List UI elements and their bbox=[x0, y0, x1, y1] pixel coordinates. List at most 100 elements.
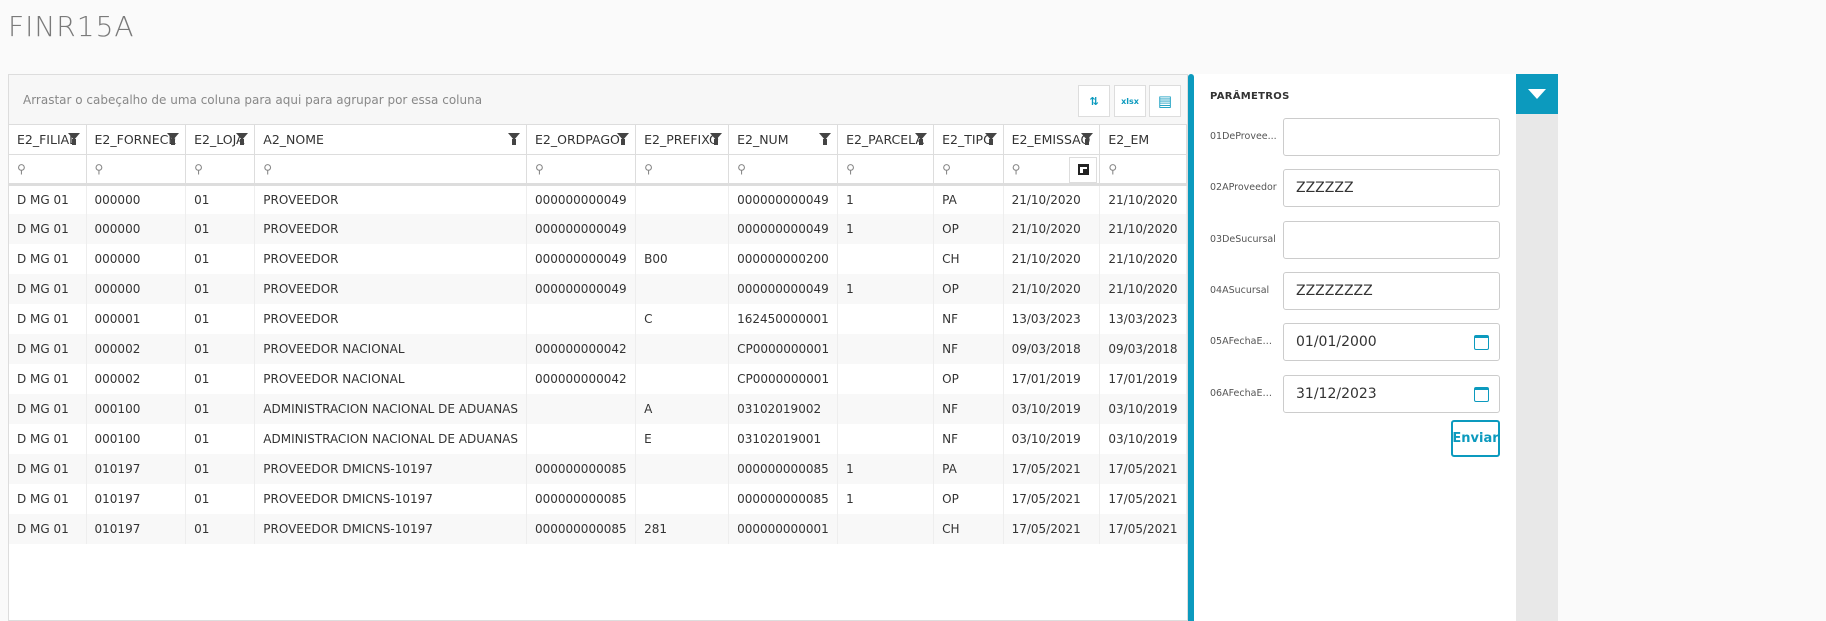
filter-icon[interactable] bbox=[617, 133, 630, 145]
table-cell bbox=[635, 454, 730, 484]
table-cell: 010197 bbox=[86, 484, 187, 514]
table-row[interactable]: D MG 01 010197 01 PROVEEDOR DMICNS-10197 000… bbox=[9, 514, 1187, 544]
column-header[interactable]: E2_LOJA bbox=[185, 125, 256, 155]
column-filter-input[interactable]: ⚲ bbox=[185, 154, 256, 186]
table-row[interactable]: D MG 01 010197 01 PROVEEDOR DMICNS-10197 000… bbox=[9, 454, 1187, 484]
table-cell: 09/03/2018 bbox=[1003, 334, 1101, 364]
column-filter-input[interactable]: ⚲ bbox=[635, 154, 730, 186]
column-header[interactable]: A2_NOME bbox=[254, 125, 527, 155]
calendar-icon[interactable] bbox=[1474, 386, 1489, 402]
table-row[interactable]: D MG 01 000002 01 PROVEEDOR NACIONAL 0000000… bbox=[9, 364, 1187, 394]
table-cell: B00 bbox=[635, 244, 730, 274]
column-header[interactable]: E2_PARCELA bbox=[837, 125, 935, 155]
export-xlsx-button[interactable]: xlsx bbox=[1114, 85, 1146, 117]
column-filter-input[interactable]: ⚲ bbox=[837, 154, 935, 186]
column-header[interactable]: E2_PREFIXO bbox=[635, 125, 730, 155]
column-filter-input[interactable]: ⚲ bbox=[1003, 154, 1101, 186]
table-cell: 000001 bbox=[86, 304, 187, 334]
table-cell: 01 bbox=[185, 364, 256, 394]
column-header[interactable]: E2_FORNECE bbox=[86, 125, 187, 155]
group-panel[interactable]: Arrastar o cabeçalho de uma coluna para … bbox=[9, 75, 1187, 125]
parameter-input[interactable] bbox=[1283, 118, 1500, 156]
parameter-label: 03DeSucursal bbox=[1210, 233, 1276, 245]
column-header[interactable]: E2_EMISSAO bbox=[1003, 125, 1101, 155]
table-cell: 281 bbox=[635, 514, 730, 544]
filter-icon[interactable] bbox=[236, 133, 249, 145]
column-header[interactable]: E2_EM bbox=[1099, 125, 1187, 155]
table-cell bbox=[837, 364, 935, 394]
table-cell: 01 bbox=[185, 394, 256, 424]
table-cell bbox=[635, 334, 730, 364]
table-cell: D MG 01 bbox=[9, 184, 87, 214]
column-header[interactable]: E2_NUM bbox=[728, 125, 839, 155]
table-cell: OP bbox=[933, 364, 1004, 394]
date-picker-button[interactable] bbox=[1069, 156, 1098, 183]
table-row[interactable]: D MG 01 000100 01 ADMINISTRACION NACIONAL D… bbox=[9, 424, 1187, 454]
column-header[interactable]: E2_FILIAL bbox=[9, 125, 87, 155]
column-header[interactable]: E2_TIPO bbox=[933, 125, 1004, 155]
table-cell: 000000 bbox=[86, 184, 187, 214]
parameter-field: 02AProveedor ZZZZZZ bbox=[1210, 169, 1500, 208]
table-row[interactable]: D MG 01 000000 01 PROVEEDOR 000000000049 B00 0… bbox=[9, 244, 1187, 274]
table-cell: 000000000049 bbox=[728, 214, 839, 244]
table-cell: 000100 bbox=[86, 424, 187, 454]
parameter-input[interactable]: ZZZZZZZZ bbox=[1283, 271, 1500, 310]
column-chooser-button[interactable]: ▤ bbox=[1149, 85, 1181, 117]
table-cell bbox=[635, 364, 730, 394]
table-cell: 03102019002 bbox=[728, 394, 839, 424]
collapse-rows-button[interactable]: ⇅ bbox=[1078, 85, 1110, 117]
table-cell: 000100 bbox=[86, 394, 187, 424]
filter-icon[interactable] bbox=[984, 133, 997, 145]
search-icon: ⚲ bbox=[942, 161, 951, 176]
search-icon: ⚲ bbox=[263, 161, 273, 176]
collapse-rows-icon: ⇅ bbox=[1089, 94, 1099, 108]
table-cell: 000000000049 bbox=[728, 184, 839, 214]
filter-icon[interactable] bbox=[167, 133, 180, 145]
table-cell bbox=[635, 214, 730, 244]
column-filter-input[interactable]: ⚲ bbox=[1099, 154, 1187, 186]
column-filter-input[interactable]: ⚲ bbox=[728, 154, 839, 186]
filter-icon[interactable] bbox=[915, 133, 928, 145]
table-cell: 000000000042 bbox=[526, 334, 637, 364]
table-cell bbox=[837, 394, 935, 424]
table-cell: OP bbox=[933, 214, 1004, 244]
table-cell: 21/10/2020 bbox=[1003, 184, 1101, 214]
table-cell: 000000000049 bbox=[526, 244, 637, 274]
export-xlsx-icon: xlsx bbox=[1121, 96, 1139, 106]
column-filter-input[interactable]: ⚲ bbox=[526, 154, 637, 186]
submit-button[interactable]: Enviar bbox=[1451, 420, 1500, 457]
calendar-icon[interactable] bbox=[1474, 335, 1489, 351]
filter-icon[interactable] bbox=[819, 133, 832, 145]
parameter-input[interactable]: 31/12/2023 bbox=[1283, 374, 1500, 413]
filter-icon[interactable] bbox=[508, 133, 520, 145]
filter-icon[interactable] bbox=[710, 133, 723, 145]
parameter-input[interactable] bbox=[1283, 220, 1500, 259]
parameter-input[interactable]: 01/01/2000 bbox=[1283, 323, 1500, 362]
table-cell bbox=[635, 184, 730, 214]
column-filter-input[interactable]: ⚲ bbox=[933, 154, 1004, 186]
table-cell: 01 bbox=[185, 334, 256, 364]
table-row[interactable]: D MG 01 000000 01 PROVEEDOR 000000000049 0000… bbox=[9, 184, 1187, 214]
column-filter-input[interactable]: ⚲ bbox=[86, 154, 187, 186]
table-row[interactable]: D MG 01 000002 01 PROVEEDOR NACIONAL 0000000… bbox=[9, 334, 1187, 364]
table-row[interactable]: D MG 01 000000 01 PROVEEDOR 000000000049 0000… bbox=[9, 214, 1187, 244]
column-header[interactable]: E2_ORDPAGO bbox=[526, 125, 637, 155]
parameter-field: 01DeProvee... bbox=[1210, 118, 1500, 156]
table-cell: 17/05/2021 bbox=[1003, 514, 1101, 544]
parameter-value: 31/12/2023 bbox=[1296, 385, 1377, 402]
table-row[interactable]: D MG 01 000100 01 ADMINISTRACION NACIONAL D… bbox=[9, 394, 1187, 424]
table-cell: OP bbox=[933, 484, 1004, 514]
table-row[interactable]: D MG 01 000001 01 PROVEEDOR C 162450000001 NF 1… bbox=[9, 304, 1187, 334]
filter-icon[interactable] bbox=[67, 133, 80, 145]
column-header-label: E2_PARCELA bbox=[846, 131, 924, 147]
scrollbar[interactable] bbox=[1188, 74, 1194, 621]
table-row[interactable]: D MG 01 010197 01 PROVEEDOR DMICNS-10197 000… bbox=[9, 484, 1187, 514]
filter-icon[interactable] bbox=[1081, 133, 1094, 145]
filter-tab-button[interactable] bbox=[1516, 74, 1558, 114]
column-filter-input[interactable]: ⚲ bbox=[254, 154, 527, 186]
parameter-input[interactable]: ZZZZZZ bbox=[1283, 169, 1500, 208]
table-cell bbox=[837, 514, 935, 544]
table-row[interactable]: D MG 01 000000 01 PROVEEDOR 000000000049 0000… bbox=[9, 274, 1187, 304]
column-filter-input[interactable]: ⚲ bbox=[9, 154, 87, 186]
table-cell: 01 bbox=[185, 184, 256, 214]
